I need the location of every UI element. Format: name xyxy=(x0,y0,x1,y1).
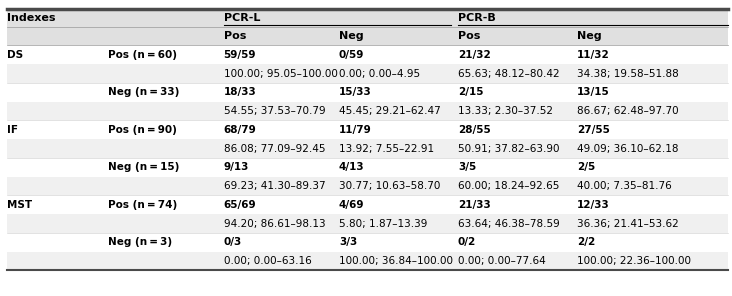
Text: 18/33: 18/33 xyxy=(223,87,256,97)
Text: 3/3: 3/3 xyxy=(339,237,357,247)
Text: Neg (n = 15): Neg (n = 15) xyxy=(108,162,179,172)
Text: 30.77; 10.63–58.70: 30.77; 10.63–58.70 xyxy=(339,181,441,191)
Text: 50.91; 37.82–63.90: 50.91; 37.82–63.90 xyxy=(458,144,559,154)
Text: 0/2: 0/2 xyxy=(458,237,477,247)
Text: 45.45; 29.21–62.47: 45.45; 29.21–62.47 xyxy=(339,106,441,116)
Text: 13.92; 7.55–22.91: 13.92; 7.55–22.91 xyxy=(339,144,434,154)
Text: 63.64; 46.38–78.59: 63.64; 46.38–78.59 xyxy=(458,218,560,229)
Text: Neg (n = 33): Neg (n = 33) xyxy=(108,87,179,97)
Text: 100.00; 95.05–100.00: 100.00; 95.05–100.00 xyxy=(223,69,337,78)
Bar xyxy=(7,158,728,177)
Text: 28/55: 28/55 xyxy=(458,125,490,135)
Text: 86.08; 77.09–92.45: 86.08; 77.09–92.45 xyxy=(223,144,325,154)
Text: 13.33; 2.30–37.52: 13.33; 2.30–37.52 xyxy=(458,106,553,116)
Bar xyxy=(7,214,728,233)
Text: Neg: Neg xyxy=(577,31,602,41)
Text: 69.23; 41.30–89.37: 69.23; 41.30–89.37 xyxy=(223,181,325,191)
Text: 94.20; 86.61–98.13: 94.20; 86.61–98.13 xyxy=(223,218,325,229)
Text: PCR-L: PCR-L xyxy=(223,13,260,23)
Text: 60.00; 18.24–92.65: 60.00; 18.24–92.65 xyxy=(458,181,559,191)
Bar xyxy=(7,83,728,102)
Text: DS: DS xyxy=(7,50,23,60)
Text: 59/59: 59/59 xyxy=(223,50,256,60)
Bar xyxy=(7,195,728,214)
Text: 65/69: 65/69 xyxy=(223,200,256,210)
Text: 0/59: 0/59 xyxy=(339,50,365,60)
Bar xyxy=(7,27,728,46)
Text: Pos (n = 74): Pos (n = 74) xyxy=(108,200,178,210)
Text: 34.38; 19.58–51.88: 34.38; 19.58–51.88 xyxy=(577,69,679,78)
Text: 11/32: 11/32 xyxy=(577,50,610,60)
Text: 100.00; 22.36–100.00: 100.00; 22.36–100.00 xyxy=(577,256,691,266)
Text: IF: IF xyxy=(7,125,18,135)
Text: 2/2: 2/2 xyxy=(577,237,595,247)
Text: MST: MST xyxy=(7,200,32,210)
Text: 0.00; 0.00–77.64: 0.00; 0.00–77.64 xyxy=(458,256,546,266)
Text: 9/13: 9/13 xyxy=(223,162,249,172)
Bar xyxy=(7,139,728,158)
Text: 11/79: 11/79 xyxy=(339,125,372,135)
Bar xyxy=(7,102,728,120)
Bar xyxy=(7,9,728,27)
Text: 36.36; 21.41–53.62: 36.36; 21.41–53.62 xyxy=(577,218,679,229)
Bar xyxy=(7,233,728,252)
Text: 12/33: 12/33 xyxy=(577,200,610,210)
Text: 54.55; 37.53–70.79: 54.55; 37.53–70.79 xyxy=(223,106,325,116)
Text: 100.00; 36.84–100.00: 100.00; 36.84–100.00 xyxy=(339,256,453,266)
Text: 2/15: 2/15 xyxy=(458,87,483,97)
Text: Pos (n = 90): Pos (n = 90) xyxy=(108,125,177,135)
Bar xyxy=(7,177,728,195)
Text: 49.09; 36.10–62.18: 49.09; 36.10–62.18 xyxy=(577,144,679,154)
Text: 0.00; 0.00–63.16: 0.00; 0.00–63.16 xyxy=(223,256,311,266)
Text: 3/5: 3/5 xyxy=(458,162,477,172)
Text: Pos (n = 60): Pos (n = 60) xyxy=(108,50,177,60)
Text: 65.63; 48.12–80.42: 65.63; 48.12–80.42 xyxy=(458,69,559,78)
Text: Indexes: Indexes xyxy=(7,13,56,23)
Bar xyxy=(7,252,728,271)
Text: 68/79: 68/79 xyxy=(223,125,256,135)
Bar xyxy=(7,46,728,64)
Text: 5.80; 1.87–13.39: 5.80; 1.87–13.39 xyxy=(339,218,427,229)
Text: Pos: Pos xyxy=(223,31,246,41)
Text: 4/69: 4/69 xyxy=(339,200,365,210)
Text: 27/55: 27/55 xyxy=(577,125,610,135)
Text: 2/5: 2/5 xyxy=(577,162,595,172)
Text: 0/3: 0/3 xyxy=(223,237,242,247)
Text: 86.67; 62.48–97.70: 86.67; 62.48–97.70 xyxy=(577,106,679,116)
Text: PCR-B: PCR-B xyxy=(458,13,496,23)
Text: 0.00; 0.00–4.95: 0.00; 0.00–4.95 xyxy=(339,69,420,78)
Text: 40.00; 7.35–81.76: 40.00; 7.35–81.76 xyxy=(577,181,672,191)
Text: Pos: Pos xyxy=(458,31,480,41)
Text: Neg: Neg xyxy=(339,31,364,41)
Bar xyxy=(7,120,728,139)
Text: 15/33: 15/33 xyxy=(339,87,372,97)
Bar xyxy=(7,64,728,83)
Text: 21/33: 21/33 xyxy=(458,200,490,210)
Text: 4/13: 4/13 xyxy=(339,162,365,172)
Text: Neg (n = 3): Neg (n = 3) xyxy=(108,237,173,247)
Text: 13/15: 13/15 xyxy=(577,87,610,97)
Text: 21/32: 21/32 xyxy=(458,50,490,60)
